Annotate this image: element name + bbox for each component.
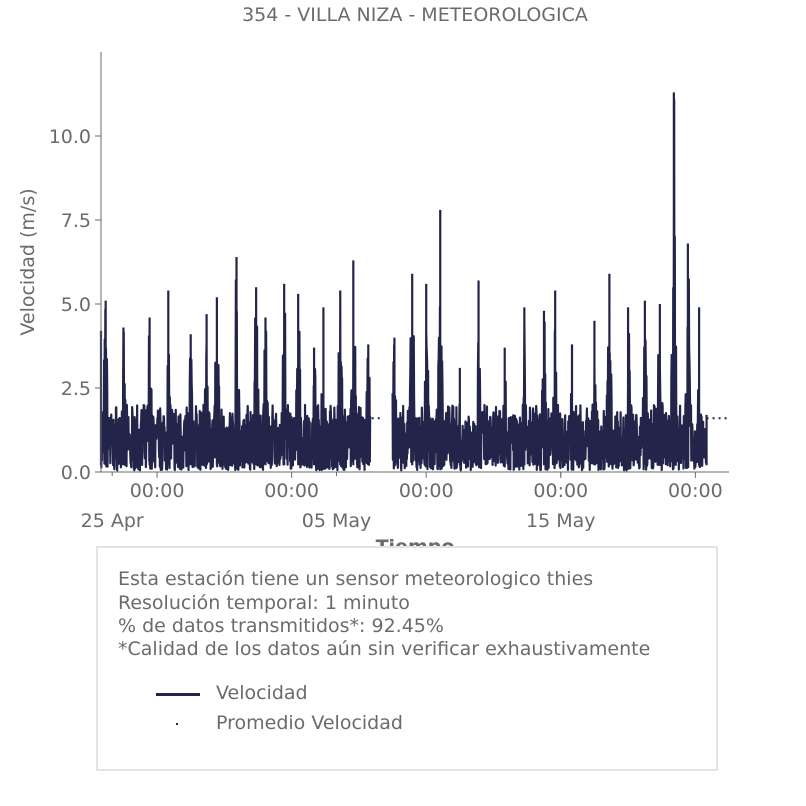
x-axis-ticks: 00:00 00:00 00:00 00:00 00:00 25 Apr 05 May 15 …: [81, 472, 723, 532]
info-transmitted: % de datos transmitidos*: 92.45%: [118, 615, 444, 637]
x-major-tick-label: 00:00: [668, 480, 723, 502]
wind-speed-chart: 354 - VILLA NIZA - METEOROLOGICA 0.0 2.5 5…: [17, 4, 729, 546]
y-tick-label: 10.0: [49, 126, 91, 148]
chart-title: 354 - VILLA NIZA - METEOROLOGICA: [242, 4, 588, 26]
info-box: Esta estación tiene un sensor meteorolog…: [96, 546, 718, 771]
x-minor-tick-label: 05 May: [302, 510, 372, 532]
x-major-tick-label: 00:00: [264, 480, 319, 502]
legend-label-promedio: Promedio Velocidad: [216, 712, 403, 734]
y-axis-ticks: 0.0 2.5 5.0 7.5 10.0: [49, 126, 101, 484]
series-velocidad-segment-1: [391, 92, 708, 472]
legend-dot-swatch: [176, 723, 178, 725]
y-axis-title: Velocidad (m/s): [17, 188, 39, 335]
x-axis-title: Tiempo: [376, 536, 455, 546]
x-minor-tick-label: 25 Apr: [81, 510, 144, 532]
info-sensor: Esta estación tiene un sensor meteorolog…: [118, 568, 594, 590]
series-layer: [99, 92, 729, 472]
info-quality-note: *Calidad de los datos aún sin verificar …: [118, 638, 651, 660]
x-minor-tick-label: 15 May: [526, 510, 596, 532]
x-major-tick-label: 00:00: [533, 480, 588, 502]
series-velocidad-segment-0: [99, 256, 372, 472]
x-major-tick-label: 00:00: [130, 480, 185, 502]
x-major-tick-label: 00:00: [399, 480, 454, 502]
y-tick-label: 5.0: [61, 294, 91, 316]
y-tick-label: 0.0: [61, 462, 91, 484]
legend-line-swatch: [156, 693, 200, 696]
legend-label-velocidad: Velocidad: [216, 682, 308, 704]
y-tick-label: 7.5: [61, 210, 91, 232]
y-tick-label: 2.5: [61, 378, 91, 400]
info-resolution: Resolución temporal: 1 minuto: [118, 592, 410, 614]
